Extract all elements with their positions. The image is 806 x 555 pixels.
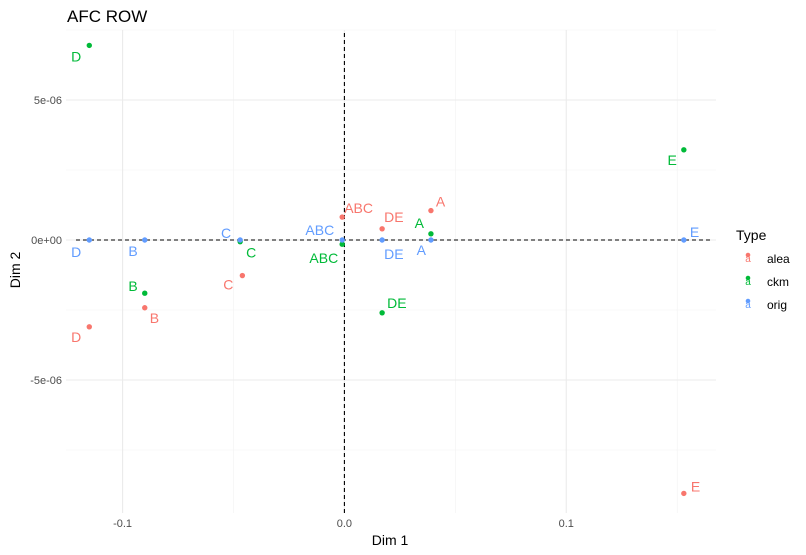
data-point-alea-abc — [339, 214, 345, 220]
data-point-orig-e — [681, 237, 687, 243]
legend-title: Type — [736, 227, 767, 243]
x-tick-label: -0.1 — [113, 518, 132, 530]
point-label-ckm-b: B — [128, 278, 137, 294]
point-label-alea-c: C — [223, 277, 233, 293]
point-label-ckm-c: C — [246, 245, 256, 261]
legend-key-orig: a — [745, 300, 751, 311]
point-label-alea-d: D — [71, 329, 81, 345]
point-label-alea-b: B — [150, 310, 159, 326]
y-tick-label: -5e-06 — [30, 375, 62, 387]
data-point-alea-b — [142, 305, 148, 311]
point-label-orig-c: C — [221, 225, 231, 241]
point-label-ckm-a: A — [415, 215, 425, 231]
x-tick-label: 0.0 — [337, 518, 352, 530]
data-point-ckm-b — [142, 290, 148, 296]
point-label-ckm-de: DE — [387, 295, 406, 311]
data-point-orig-a — [428, 237, 434, 243]
point-label-alea-de: DE — [384, 209, 403, 225]
legend-label-ckm: ckm — [767, 275, 789, 289]
point-label-orig-de: DE — [384, 246, 403, 262]
legend-label-alea: alea — [767, 252, 790, 266]
data-point-orig-d — [86, 237, 92, 243]
data-point-ckm-d — [86, 42, 92, 49]
point-label-orig-d: D — [71, 244, 81, 260]
data-point-orig-abc — [339, 237, 345, 243]
data-point-alea-e — [681, 490, 687, 497]
legend-point-ckm — [745, 275, 751, 281]
data-point-ckm-e — [681, 147, 687, 153]
y-tick-label: 0e+00 — [31, 235, 62, 247]
legend-point-orig — [745, 298, 751, 304]
legend-key-alea: a — [745, 254, 751, 265]
data-point-ckm-a — [428, 231, 434, 237]
data-point-alea-d — [86, 324, 92, 330]
data-point-orig-b — [142, 237, 148, 243]
point-label-alea-a: A — [436, 194, 446, 210]
point-label-orig-b: B — [128, 243, 137, 259]
y-tick-label: 5e-06 — [34, 95, 62, 107]
legend: Type a alea a ckm a orig — [736, 227, 790, 312]
data-point-ckm-abc — [339, 241, 345, 247]
y-axis-title: Dim 2 — [7, 252, 23, 289]
data-point-orig-de — [379, 237, 385, 243]
legend-key-ckm: a — [745, 277, 751, 288]
x-tick-label: 0.1 — [559, 518, 574, 530]
data-point-ckm-de — [379, 310, 385, 316]
data-point-alea-de — [379, 226, 385, 232]
point-label-ckm-d: D — [71, 48, 81, 64]
point-label-alea-abc: ABC — [344, 200, 373, 216]
x-axis-title: Dim 1 — [372, 532, 409, 548]
point-label-ckm-abc: ABC — [309, 250, 338, 266]
axis-ticks: -0.1 0.0 0.1 -5e-06 0e+00 5e-06 — [30, 95, 574, 530]
point-label-orig-abc: ABC — [305, 222, 334, 238]
point-label-orig-e: E — [690, 224, 699, 240]
data-point-orig-c — [237, 237, 243, 243]
data-point-alea-a — [428, 207, 434, 214]
legend-label-orig: orig — [767, 298, 787, 312]
chart-title: AFC ROW — [67, 7, 147, 26]
data-points — [86, 42, 687, 497]
legend-point-alea — [745, 252, 751, 258]
point-label-ckm-e: E — [667, 152, 676, 168]
reference-lines — [76, 33, 712, 513]
point-label-alea-e: E — [691, 478, 700, 494]
data-point-alea-c — [239, 272, 246, 279]
point-label-orig-a: A — [417, 242, 427, 258]
